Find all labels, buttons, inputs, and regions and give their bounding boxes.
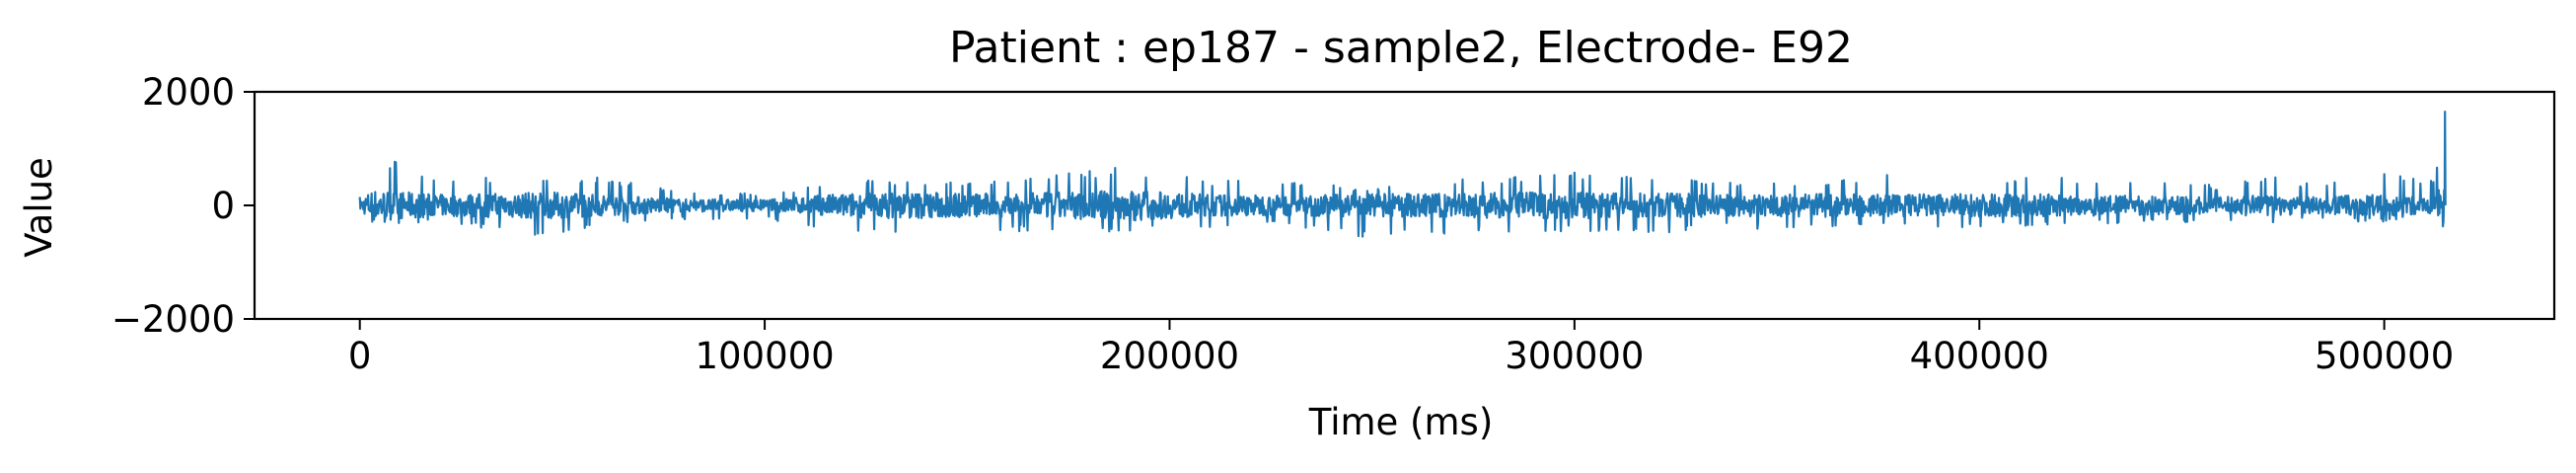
x-tick-label: 300000 <box>1505 335 1644 377</box>
plot-area <box>358 111 2447 238</box>
x-axis-title: Time (ms) <box>1308 401 1494 443</box>
y-tick-label: 0 <box>211 185 235 227</box>
y-axis: 2000 0 −2000 <box>111 71 255 341</box>
x-tick-label: 200000 <box>1100 335 1239 377</box>
x-tick-label: 0 <box>348 335 372 377</box>
chart-title: Patient : ep187 - sample2, Electrode- E9… <box>949 23 1853 73</box>
y-axis-title: Value <box>18 157 60 258</box>
y-tick-label: −2000 <box>111 298 235 341</box>
series-line <box>358 111 2447 238</box>
x-tick-label: 500000 <box>2315 335 2454 377</box>
y-tick-label: 2000 <box>142 71 235 114</box>
x-tick-label: 100000 <box>695 335 834 377</box>
x-tick-label: 400000 <box>1910 335 2049 377</box>
x-axis: 0 100000 200000 300000 400000 500000 <box>348 319 2454 377</box>
